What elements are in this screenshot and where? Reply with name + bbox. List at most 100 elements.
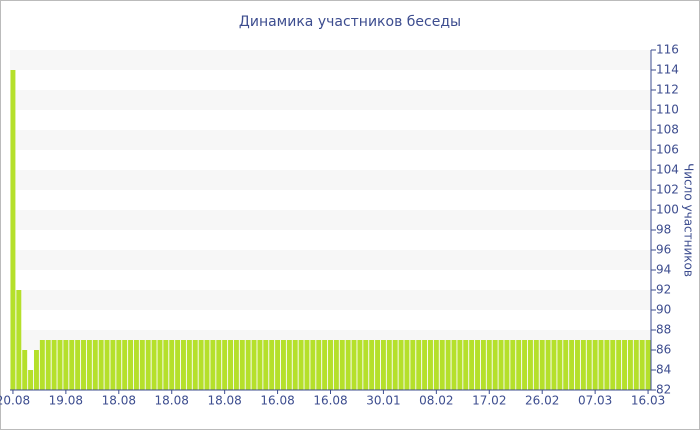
bar [192, 340, 198, 390]
bar [157, 340, 163, 390]
bar [416, 340, 422, 390]
y-tick-label: 114 [656, 63, 679, 77]
bar [333, 340, 339, 390]
bar [486, 340, 492, 390]
bar [598, 340, 604, 390]
bar [645, 340, 651, 390]
bar [445, 340, 451, 390]
bar [28, 370, 34, 390]
bar [204, 340, 210, 390]
bar [639, 340, 645, 390]
bar [233, 340, 239, 390]
bar [222, 340, 228, 390]
bar [110, 340, 116, 390]
bar [386, 340, 392, 390]
bar [369, 340, 375, 390]
y-tick-label: 104 [656, 163, 679, 177]
x-tick-label: 30.01 [366, 394, 400, 408]
y-tick-label: 82 [656, 383, 671, 397]
x-tick-label: 18.08 [207, 394, 241, 408]
bar [57, 340, 63, 390]
bar [480, 340, 486, 390]
bar [363, 340, 369, 390]
bar [463, 340, 469, 390]
bar [398, 340, 404, 390]
y-tick-label: 94 [656, 263, 671, 277]
bar [216, 340, 222, 390]
bar [139, 340, 145, 390]
bar [69, 340, 75, 390]
bar [522, 340, 528, 390]
y-tick-label: 96 [656, 243, 671, 257]
bar [357, 340, 363, 390]
bar [498, 340, 504, 390]
grid-band [10, 50, 651, 70]
bar [586, 340, 592, 390]
grid-band [10, 170, 651, 190]
y-tick-label: 86 [656, 343, 671, 357]
y-tick-label: 88 [656, 323, 671, 337]
bar [492, 340, 498, 390]
bar [251, 340, 257, 390]
bar [316, 340, 322, 390]
grid-band [10, 210, 651, 230]
bar [257, 340, 263, 390]
bar [128, 340, 134, 390]
bar [592, 340, 598, 390]
bar [404, 340, 410, 390]
bar [428, 340, 433, 390]
bar [104, 340, 110, 390]
bar [51, 340, 57, 390]
bar [33, 350, 39, 390]
y-axis-label: Число участников [682, 163, 696, 277]
bar [133, 340, 139, 390]
x-tick-label: 08.02 [419, 394, 453, 408]
y-tick-label: 84 [656, 363, 671, 377]
bar [122, 340, 128, 390]
bar [92, 340, 98, 390]
x-tick-label: 26.02 [525, 394, 559, 408]
bar [545, 340, 551, 390]
bar [81, 340, 86, 390]
y-tick-label: 112 [656, 83, 679, 97]
bar [457, 340, 463, 390]
bar [433, 340, 439, 390]
bar [263, 340, 269, 390]
bar [181, 340, 186, 390]
y-tick-label: 90 [656, 303, 671, 317]
x-tick-label: 16.03 [631, 394, 665, 408]
bar [98, 340, 104, 390]
bar [575, 340, 580, 390]
y-tick-label: 102 [656, 183, 679, 197]
bar [86, 340, 92, 390]
bar [269, 340, 275, 390]
x-tick-label: 07.03 [578, 394, 612, 408]
bar [510, 340, 516, 390]
bar [504, 340, 510, 390]
bar [375, 340, 381, 390]
y-tick-label: 110 [656, 103, 679, 117]
bar [439, 340, 445, 390]
bar [422, 340, 428, 390]
y-tick-label: 98 [656, 223, 671, 237]
grid-band [10, 130, 651, 150]
bar [604, 340, 610, 390]
x-tick-label: 18.08 [102, 394, 136, 408]
x-tick-label: 19.08 [49, 394, 83, 408]
grid-band [10, 90, 651, 110]
bar [533, 340, 539, 390]
bar [239, 340, 245, 390]
y-tick-label: 100 [656, 203, 679, 217]
bar [633, 340, 639, 390]
grid-band [10, 290, 651, 310]
grid-band [10, 250, 651, 270]
bar [16, 290, 22, 390]
bar [310, 340, 316, 390]
x-tick-label: 17.02 [472, 394, 506, 408]
bar [622, 340, 628, 390]
bar [116, 340, 122, 390]
bar [186, 340, 192, 390]
bar [275, 340, 281, 390]
chart-title: Динамика участников беседы [239, 14, 461, 30]
bar [10, 70, 16, 390]
